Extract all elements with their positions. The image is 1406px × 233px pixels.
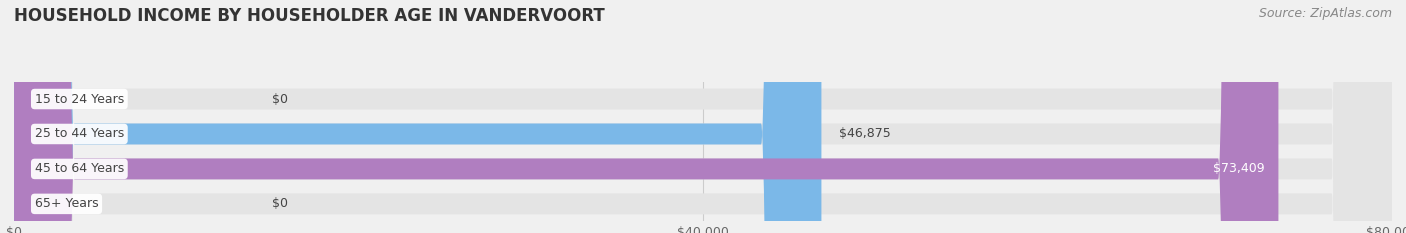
Text: 25 to 44 Years: 25 to 44 Years: [35, 127, 124, 140]
FancyBboxPatch shape: [14, 0, 1392, 233]
FancyBboxPatch shape: [14, 0, 1392, 233]
FancyBboxPatch shape: [14, 0, 1392, 233]
Text: HOUSEHOLD INCOME BY HOUSEHOLDER AGE IN VANDERVOORT: HOUSEHOLD INCOME BY HOUSEHOLDER AGE IN V…: [14, 7, 605, 25]
FancyBboxPatch shape: [14, 0, 821, 233]
Text: $0: $0: [273, 93, 288, 106]
Text: 15 to 24 Years: 15 to 24 Years: [35, 93, 124, 106]
Text: 45 to 64 Years: 45 to 64 Years: [35, 162, 124, 175]
FancyBboxPatch shape: [14, 0, 1392, 233]
FancyBboxPatch shape: [14, 0, 1278, 233]
Text: Source: ZipAtlas.com: Source: ZipAtlas.com: [1258, 7, 1392, 20]
Text: 65+ Years: 65+ Years: [35, 197, 98, 210]
Text: $0: $0: [273, 197, 288, 210]
Text: $46,875: $46,875: [838, 127, 890, 140]
Text: $73,409: $73,409: [1213, 162, 1264, 175]
